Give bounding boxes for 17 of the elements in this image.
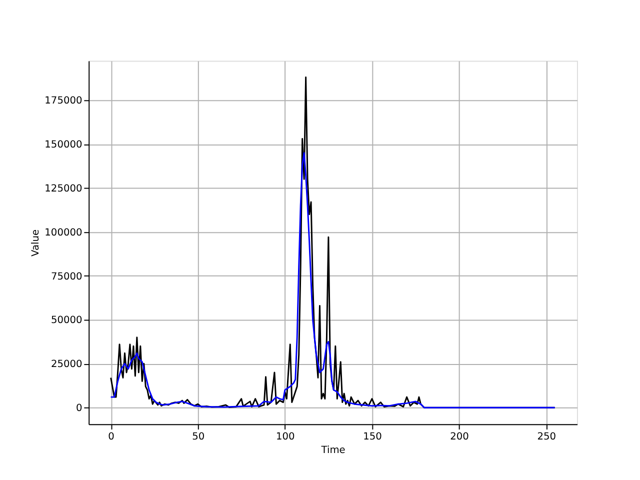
y-tick-label: 25000 bbox=[50, 359, 82, 370]
y-tick-label: 100000 bbox=[44, 227, 82, 238]
y-tick-label: 50000 bbox=[50, 315, 82, 326]
x-tick-label: 250 bbox=[537, 431, 556, 442]
x-axis-title: Time bbox=[320, 445, 346, 456]
x-tick-label: 150 bbox=[363, 431, 382, 442]
y-tick-label: 150000 bbox=[44, 140, 82, 151]
x-tick-label: 50 bbox=[192, 431, 205, 442]
y-tick-label: 0 bbox=[76, 403, 82, 414]
y-tick-label: 175000 bbox=[44, 96, 82, 107]
line-series bbox=[110, 152, 556, 408]
x-tick-label: 100 bbox=[276, 431, 295, 442]
y-axis-title: Value bbox=[30, 229, 42, 256]
x-tick-label: 0 bbox=[108, 431, 114, 442]
x-tick-label: 200 bbox=[450, 431, 469, 442]
y-tick-label: 75000 bbox=[50, 271, 82, 282]
y-tick-label: 125000 bbox=[44, 183, 82, 194]
